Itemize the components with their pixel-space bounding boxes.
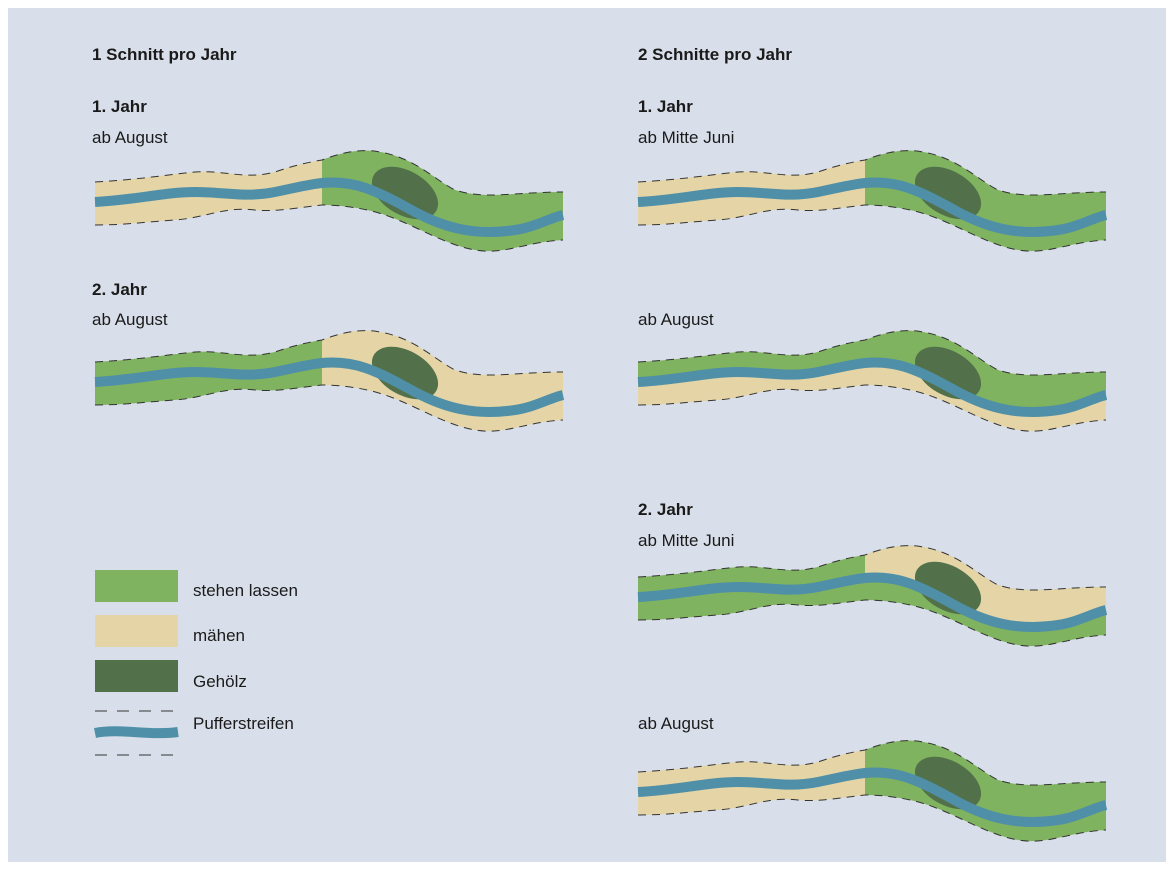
period-label: ab Mitte Juni xyxy=(638,128,734,147)
year-label: 2. Jahr xyxy=(92,280,147,299)
edge xyxy=(637,794,1107,842)
woodland xyxy=(371,166,439,220)
strip xyxy=(637,330,1108,432)
edge xyxy=(637,330,1107,376)
legend-label: Pufferstreifen xyxy=(193,714,294,733)
strip xyxy=(637,740,1108,842)
period-label: ab August xyxy=(92,310,168,329)
edge xyxy=(637,545,1107,591)
river xyxy=(637,177,1108,237)
legend-swatch xyxy=(95,615,178,647)
period-label: ab Mitte Juni xyxy=(638,531,734,550)
river xyxy=(94,177,565,237)
river xyxy=(637,572,1108,632)
year-label: 2. Jahr xyxy=(638,500,693,519)
strip xyxy=(637,150,1108,252)
period-label: ab August xyxy=(92,128,168,147)
edge xyxy=(94,330,564,376)
strip xyxy=(637,545,1108,647)
column-title: 2 Schnitte pro Jahr xyxy=(638,45,792,64)
river xyxy=(94,357,565,417)
edge xyxy=(94,150,564,196)
strip xyxy=(94,330,565,432)
edge xyxy=(637,150,1107,196)
year-label: 1. Jahr xyxy=(92,97,147,116)
legend-swatch xyxy=(95,570,178,602)
woodland xyxy=(914,346,982,400)
year-label: 1. Jahr xyxy=(638,97,693,116)
woodland xyxy=(914,756,982,810)
woodland xyxy=(914,166,982,220)
legend-label: Gehölz xyxy=(193,672,247,691)
period-label: ab August xyxy=(638,714,714,733)
river xyxy=(637,767,1108,827)
edge xyxy=(637,384,1107,432)
river xyxy=(637,357,1108,417)
legend-river xyxy=(94,726,179,739)
edge xyxy=(94,204,564,252)
legend-label: mähen xyxy=(193,626,245,645)
period-label: ab August xyxy=(638,310,714,329)
panel xyxy=(8,8,1166,862)
edge xyxy=(637,599,1107,647)
legend-label: stehen lassen xyxy=(193,581,298,600)
column-title: 1 Schnitt pro Jahr xyxy=(92,45,237,64)
edge xyxy=(94,384,564,432)
edge xyxy=(637,204,1107,252)
legend-swatch xyxy=(95,660,178,692)
edge xyxy=(637,740,1107,786)
strip xyxy=(94,150,565,252)
woodland xyxy=(371,346,439,400)
woodland xyxy=(914,561,982,615)
